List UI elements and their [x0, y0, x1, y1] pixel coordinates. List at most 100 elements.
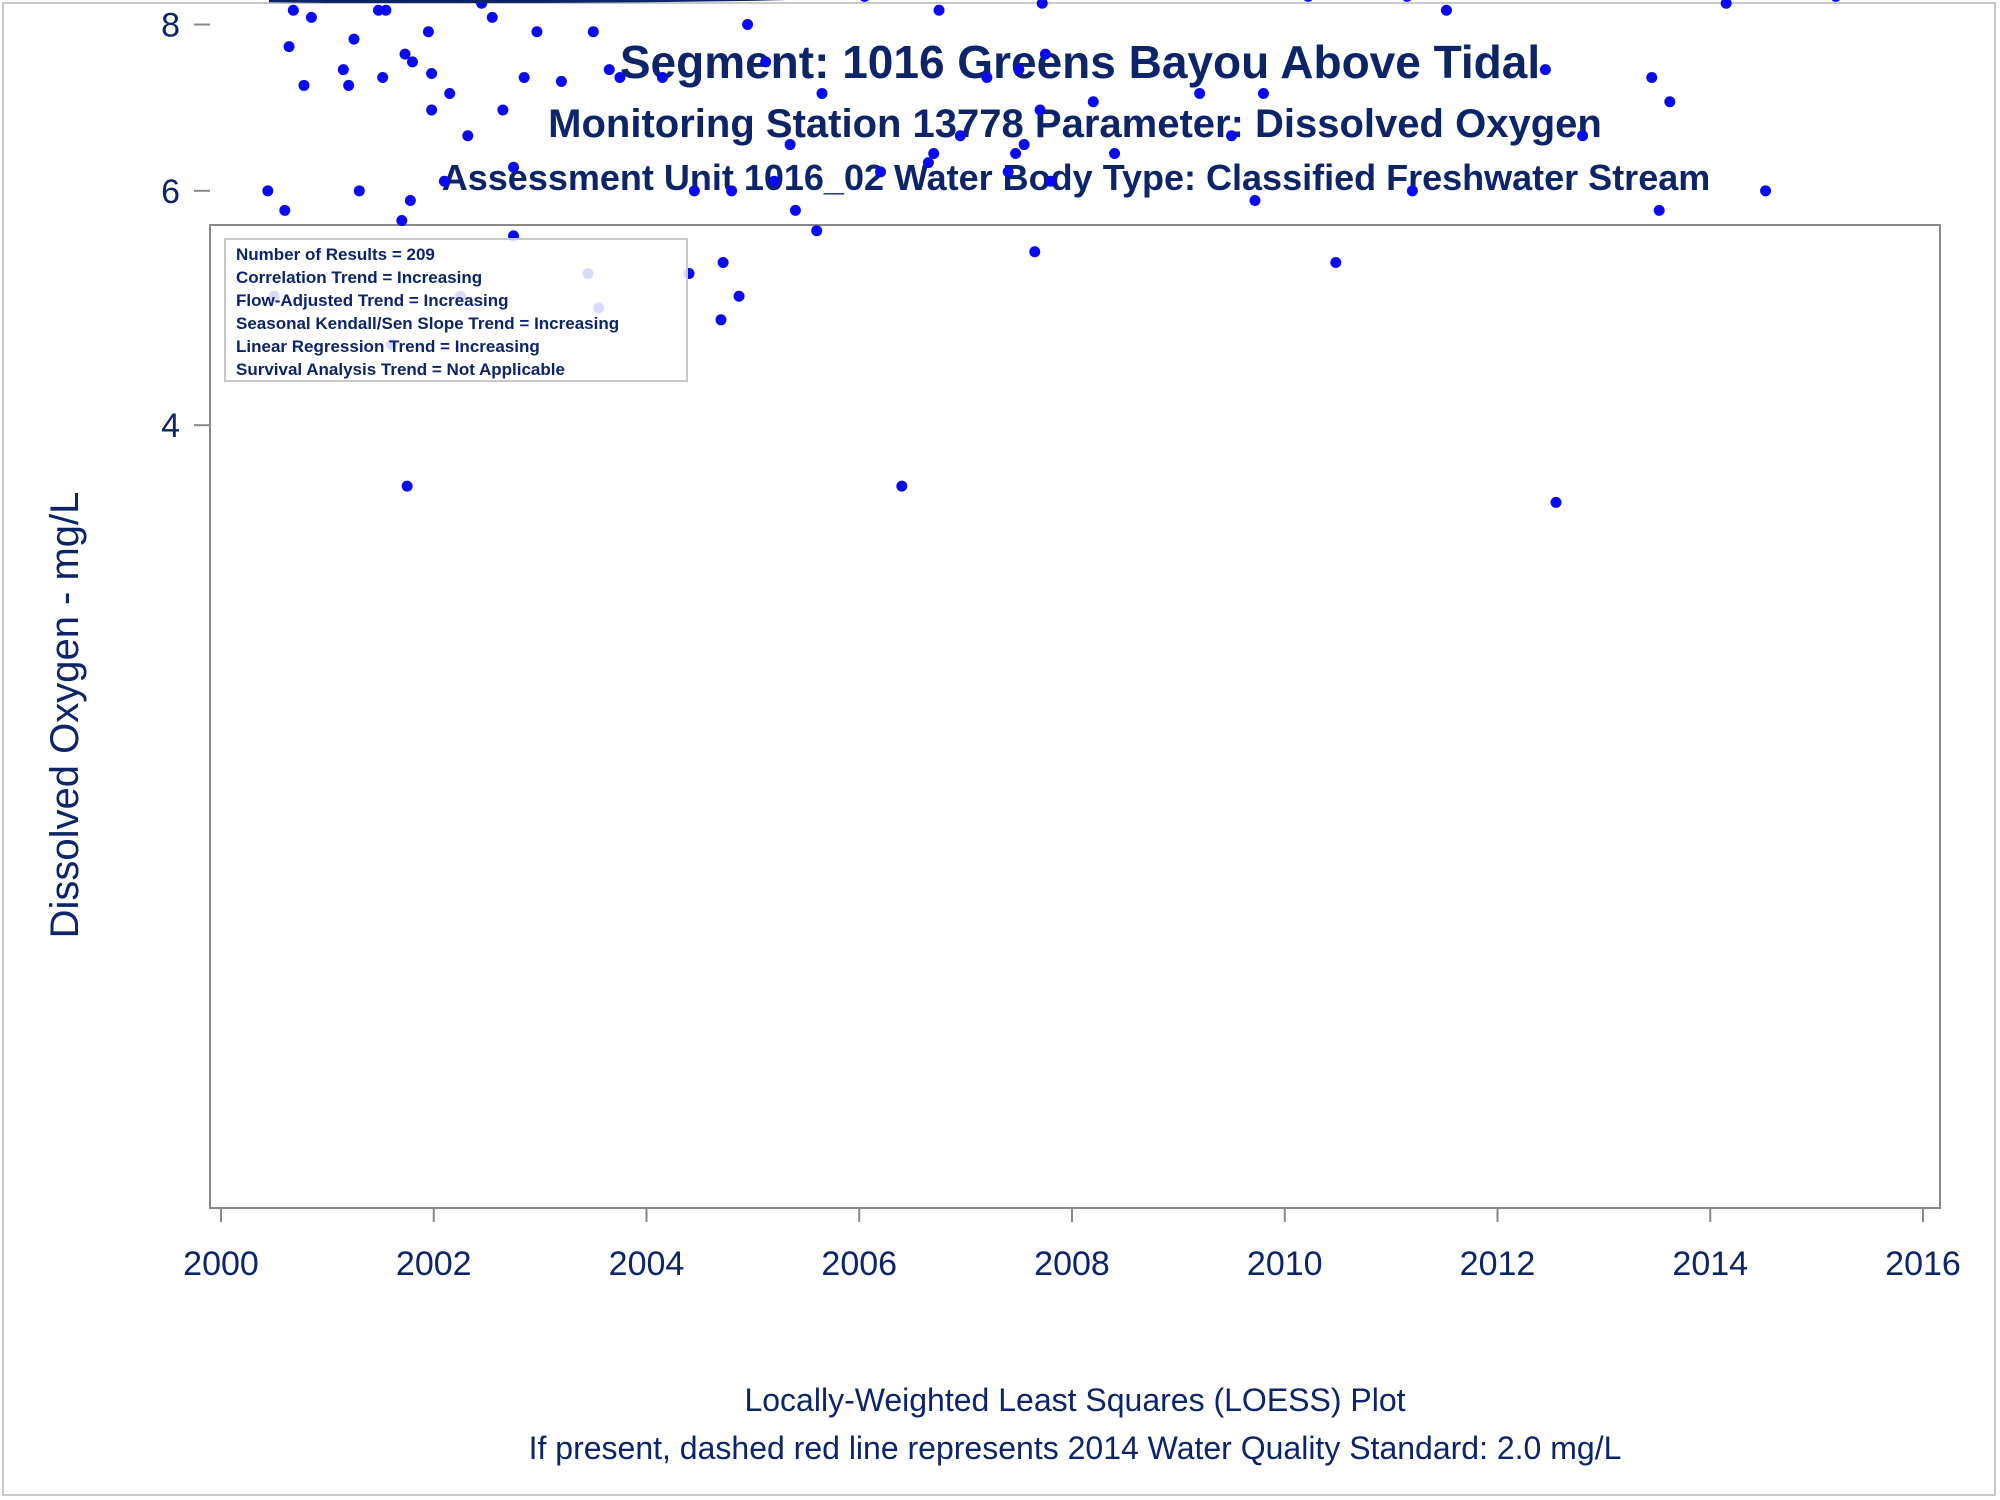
data-point [1045, 175, 1057, 187]
stats-line: Survival Analysis Trend = Not Applicable [236, 360, 565, 379]
data-point [1109, 148, 1121, 160]
data-point [784, 139, 796, 151]
stats-box-border [224, 238, 688, 382]
x-tick-label: 2012 [1460, 1245, 1536, 1283]
data-point [1646, 71, 1658, 83]
data-point [614, 71, 626, 83]
footnote-loess: Locally-Weighted Least Squares (LOESS) P… [744, 1382, 1405, 1418]
data-point [922, 157, 934, 169]
data-point [396, 214, 408, 226]
x-tick-label: 2002 [396, 1245, 472, 1283]
y-tick-label: 8 [161, 7, 180, 45]
data-point [954, 130, 966, 142]
chart-subtitle-2: Assessment Unit 1016_02 Water Body Type:… [442, 157, 1711, 198]
data-point [426, 104, 438, 116]
data-point [1653, 204, 1665, 216]
data-point [262, 185, 274, 197]
data-point [531, 26, 543, 38]
data-point [1010, 148, 1022, 160]
data-point [768, 175, 780, 187]
data-point [1257, 88, 1269, 100]
data-point [933, 4, 945, 16]
data-point [1194, 88, 1206, 100]
chart-subtitle: Monitoring Station 13778 Parameter: Diss… [548, 102, 1602, 146]
data-point [1402, 0, 1412, 2]
data-point [1330, 257, 1342, 269]
data-point [816, 88, 828, 100]
data-point [462, 130, 474, 142]
data-point [1034, 104, 1046, 116]
data-series [262, 0, 1840, 508]
x-tick-label: 2004 [609, 1245, 685, 1283]
chart-title: Segment: 1016 Greens Bayou Above Tidal [620, 36, 1540, 88]
data-point [1087, 96, 1099, 108]
data-point [348, 33, 360, 45]
x-tick-label: 2010 [1247, 1245, 1323, 1283]
x-axis: 2000 2002 2004 2006 2008 2010 2012 2014 2016 [183, 1207, 1961, 1283]
data-point [1664, 96, 1676, 108]
data-point [875, 166, 887, 178]
x-tick-label: 2008 [1034, 1245, 1110, 1283]
data-point [726, 185, 738, 197]
data-point [1039, 48, 1051, 60]
x-tick-label: 2014 [1672, 1245, 1748, 1283]
data-point [896, 480, 908, 492]
data-point [811, 225, 823, 237]
stats-line: Seasonal Kendall/Sen Slope Trend = Incre… [236, 314, 619, 333]
data-point [603, 64, 615, 76]
data-point [981, 71, 993, 83]
x-tick-label: 2000 [183, 1245, 259, 1283]
data-point [1036, 0, 1048, 9]
data-point [444, 88, 456, 100]
data-point [287, 4, 299, 16]
data-point [1013, 64, 1025, 76]
data-point [486, 11, 498, 23]
data-point [404, 195, 416, 207]
data-point [279, 204, 291, 216]
y-tick-label: 4 [161, 407, 180, 445]
data-point [656, 71, 668, 83]
data-point [1018, 139, 1030, 151]
data-point [555, 75, 567, 87]
data-point [1002, 166, 1014, 178]
data-point [497, 104, 509, 116]
x-tick-label: 2006 [821, 1245, 897, 1283]
data-point [1760, 185, 1772, 197]
footnote-standard: If present, dashed red line represents 2… [529, 1430, 1622, 1466]
data-point [760, 56, 772, 68]
data-point [438, 175, 450, 187]
data-point [518, 71, 530, 83]
loess-line [268, 0, 788, 3]
data-point [426, 68, 438, 80]
y-axis-label: Dissolved Oxygen - mg/L [43, 492, 87, 939]
y-axis: 468101214 [161, 7, 211, 1208]
data-point [1440, 4, 1452, 16]
stats-line: Linear Regression Trend = Increasing [236, 337, 540, 356]
data-point [305, 11, 317, 23]
data-point [1029, 246, 1041, 258]
data-point [1550, 496, 1562, 508]
data-point [1304, 0, 1313, 2]
data-point [353, 185, 365, 197]
data-point [688, 185, 700, 197]
data-point [406, 56, 418, 68]
data-point [1249, 195, 1261, 207]
data-point [733, 290, 745, 302]
data-point [1577, 130, 1589, 142]
stats-box: Number of Results = 209 Correlation Trend… [224, 238, 688, 382]
data-point [587, 26, 599, 38]
data-point [1406, 185, 1418, 197]
x-tick-label: 2016 [1885, 1245, 1961, 1283]
data-point [380, 4, 392, 16]
data-point [283, 41, 295, 53]
data-point [928, 148, 940, 160]
stats-line: Number of Results = 209 [236, 245, 435, 264]
data-point [508, 161, 520, 173]
data-point [860, 0, 869, 2]
stats-line: Flow-Adjusted Trend = Increasing [236, 291, 509, 310]
y-tick-label: 6 [161, 173, 180, 211]
data-point [401, 480, 413, 492]
data-point [1720, 0, 1732, 9]
